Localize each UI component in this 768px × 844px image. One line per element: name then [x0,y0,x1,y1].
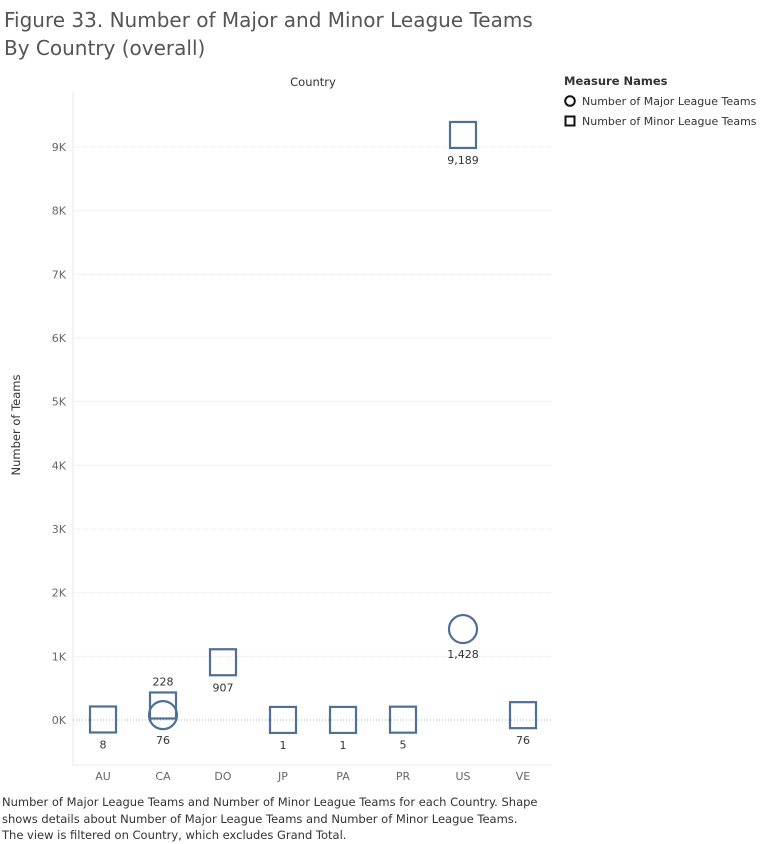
minor-league-mark[interactable] [268,705,298,735]
x-tick-label: US [455,770,470,783]
minor-league-value-label: 8 [100,738,107,751]
x-tick-label: PR [396,770,411,783]
minor-league-value-label: 1 [340,739,347,752]
y-tick-label: 2K [52,587,67,600]
y-tick-label: 9K [52,141,67,154]
x-tick-label: PA [336,770,350,783]
axes: Country Number of Teams [9,75,336,475]
chart-area: Country Number of Teams 0K 1K 2K 3K 4K 5K 6K 7K… [9,75,552,783]
minor-league-value-label: 9,189 [447,154,479,167]
y-tick-label: 4K [52,459,67,472]
legend-item-major[interactable]: Number of Major League Teams [564,91,768,111]
y-tick-label: 7K [52,268,67,281]
x-tick-label: JP [277,770,288,783]
minor-league-value-label: 76 [516,734,530,747]
minor-league-mark[interactable] [448,120,478,150]
y-tick-label: 5K [52,396,67,409]
circle-icon [564,95,576,107]
major-league-mark[interactable] [447,613,479,645]
y-tick-labels: 0K 1K 2K 3K 4K 5K 6K 7K 8K 9K [52,141,67,727]
y-tick-label: 1K [52,650,67,663]
major-league-mark[interactable] [147,700,179,731]
legend-title: Measure Names [564,74,668,88]
minor-league-mark[interactable] [388,705,418,734]
data-marks: 8 228 907 1 1 5 9,189 76 76 1,428 [88,120,538,752]
minor-league-mark[interactable] [328,705,358,735]
minor-league-value-label: 1 [280,739,287,752]
minor-league-mark[interactable] [148,691,178,720]
grid-lines [72,92,552,766]
x-tick-label: VE [516,770,531,783]
minor-league-mark[interactable] [88,705,118,734]
x-tick-label: CA [155,770,171,783]
minor-league-mark[interactable] [508,701,538,730]
chart-caption: Number of Major League Teams and Number … [2,795,538,842]
y-tick-label: 6K [52,332,67,345]
legend-item-minor[interactable]: Number of Minor League Teams [564,111,768,131]
y-axis-title: Number of Teams [9,375,23,476]
x-tick-label: DO [214,770,231,783]
x-tick-labels: AU CA DO JP PA PR US VE [95,770,530,783]
legend-label: Number of Major League Teams [582,94,757,108]
y-tick-label: 3K [52,523,67,536]
major-league-value-label: 76 [156,734,170,747]
minor-league-value-label: 907 [213,681,234,694]
chart-title: Figure 33. Number of Major and Minor Lea… [4,8,533,60]
minor-league-value-label: 228 [153,675,174,688]
y-tick-label: 8K [52,205,67,218]
x-axis-title: Country [290,75,336,89]
x-tick-label: AU [95,770,111,783]
y-tick-label: 0K [52,714,67,727]
major-league-value-label: 1,428 [447,648,479,661]
minor-league-mark[interactable] [208,648,238,677]
square-icon [564,115,576,127]
legend-label: Number of Minor League Teams [582,114,757,128]
legend: Measure Names Number of Major League Tea… [564,74,768,131]
minor-league-value-label: 5 [400,739,407,752]
